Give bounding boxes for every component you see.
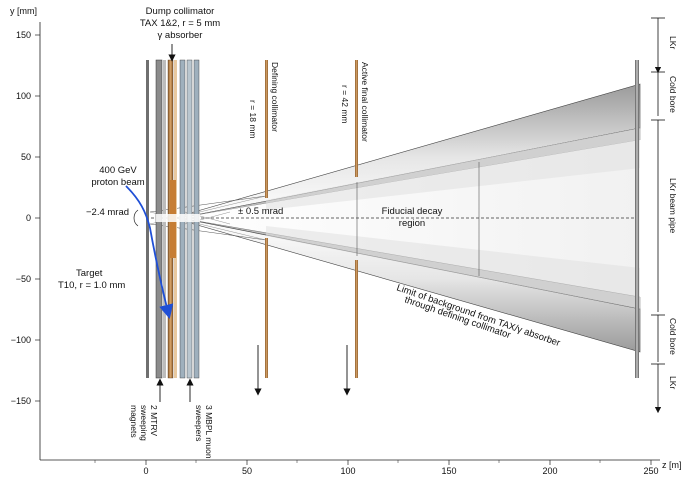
cold-bore-top-label: Cold bore (668, 76, 678, 113)
mtrv-label-1: 2 MTRV (149, 405, 159, 436)
mrad-arc (133, 209, 139, 227)
target-label-1: Target (76, 268, 103, 279)
x-axis-label: z [m] (662, 460, 682, 470)
y-tick-label: 150 (16, 30, 31, 40)
x-tick-label: 50 (242, 466, 252, 476)
proton-beam-arrow (125, 185, 174, 319)
right-brackets (651, 17, 665, 414)
active-label-2: r = 42 mm (340, 85, 350, 124)
mrad-pm-label: ± 0.5 mrad (238, 206, 283, 217)
beamline-elements (146, 59, 200, 379)
x-tick-label: 0 (143, 466, 148, 476)
active-final-collimator (355, 60, 358, 378)
dump-label-1: Dump collimator (146, 6, 215, 17)
active-label-1: Active final collimator (360, 62, 370, 142)
y-ticks: 150 100 50 0 −50 −100 −150 (11, 30, 40, 406)
x-tick-label: 150 (441, 466, 456, 476)
lkr-flange (635, 60, 639, 378)
y-tick-label: 0 (26, 213, 31, 223)
y-tick-label: −100 (11, 335, 31, 345)
beam-label-2: proton beam (91, 177, 144, 188)
lkr-top-label: LKr (668, 36, 678, 49)
x-ticks: 0 50 100 150 200 250 (94, 460, 659, 476)
defining-label-2: r = 18 mm (248, 100, 258, 139)
x-tick-label: 100 (340, 466, 355, 476)
dump-label-2: TAX 1&2, r = 5 mm (140, 18, 220, 29)
x-tick-label: 200 (542, 466, 557, 476)
target-label-2: T10, r = 1.0 mm (58, 280, 125, 291)
y-tick-label: 50 (21, 152, 31, 162)
defining-collimator (265, 60, 268, 378)
mbpl-label-2: sweepers (194, 405, 204, 441)
y-axis-label: y [mm] (10, 6, 37, 16)
y-tick-label: −50 (16, 274, 31, 284)
mbpl-label-1: 3 MBPL muon (204, 405, 214, 459)
y-tick-label: −150 (11, 396, 31, 406)
dump-label-3: γ absorber (158, 30, 203, 41)
cold-bore-bottom-label: Cold bore (668, 318, 678, 355)
lkr-beam-pipe-label: LKr beam pipe (668, 178, 678, 234)
fiducial-label-2: region (399, 218, 425, 229)
x-tick-label: 250 (643, 466, 658, 476)
defining-label-1: Defining collimator (270, 62, 280, 132)
mrad-left-label: −2.4 mrad (86, 207, 129, 218)
mtrv-label-3: magnets (129, 405, 139, 438)
fiducial-label-1: Fiducial decay (382, 206, 443, 217)
mtrv-label-2: sweeping (139, 405, 149, 441)
lkr-bottom-label: LKr (668, 376, 678, 389)
beam-label-1: 400 GeV (99, 165, 137, 176)
y-tick-label: 100 (16, 91, 31, 101)
